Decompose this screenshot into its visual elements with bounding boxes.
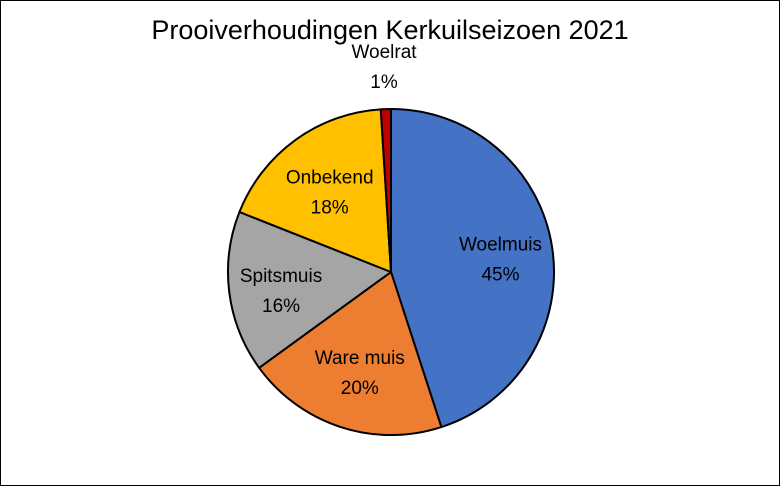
pie-slice-onbekend [238, 108, 392, 273]
pie-slice-ware-muis [258, 271, 443, 436]
pie-slice-woelmuis [390, 108, 555, 429]
slice-name-ware-muis: Ware muis [315, 348, 405, 369]
slice-label-spitsmuis: Spitsmuis 16% [240, 266, 322, 317]
slice-percent-woelrat: 1% [370, 72, 398, 93]
slice-label-woelmuis: Woelmuis 45% [459, 235, 542, 286]
slice-name-spitsmuis: Spitsmuis [240, 266, 322, 287]
slice-label-woelrat: Woelrat 1% [351, 42, 417, 93]
slice-label-ware-muis: Ware muis 20% [315, 348, 405, 399]
slice-percent-spitsmuis: 16% [262, 296, 300, 317]
pie-slice-woelrat [379, 108, 392, 273]
chart-title: Prooiverhoudingen Kerkuilseizoen 2021 [151, 15, 629, 45]
slice-percent-onbekend: 18% [311, 198, 349, 219]
slice-name-woelmuis: Woelmuis [459, 235, 542, 256]
slice-label-onbekend: Onbekend 18% [286, 168, 374, 219]
slice-percent-woelmuis: 45% [481, 265, 519, 286]
slice-name-onbekend: Onbekend [286, 168, 374, 189]
pie-slice-spitsmuis [227, 210, 392, 369]
slice-percent-ware-muis: 20% [341, 378, 379, 399]
slice-name-woelrat: Woelrat [351, 42, 417, 63]
